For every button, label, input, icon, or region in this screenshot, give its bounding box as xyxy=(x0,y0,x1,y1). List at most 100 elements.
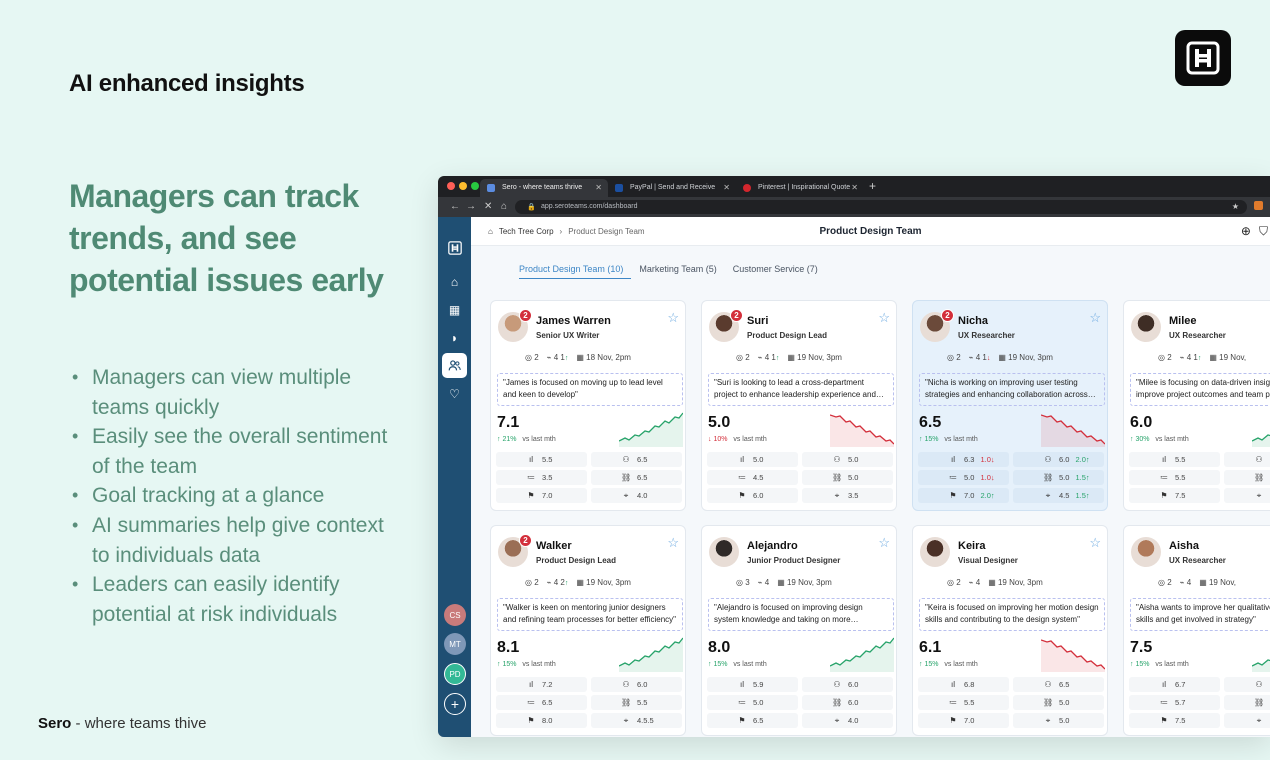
breadcrumb: ⌂ Tech Tree Corp › Product Design Team xyxy=(488,227,645,236)
checklist-icon: ≔ xyxy=(527,698,535,707)
browser-tab[interactable]: Sero - where teams thrive ✕ xyxy=(480,179,608,197)
url-field[interactable]: 🔒 app.seroteams.com/dashboard ★ xyxy=(515,200,1247,214)
metrics-grid: ıl 6.3 1.0↓ ⚇ 6.0 2.0↑ ≔ 5.0 1.0↓ ⛓ 5.0 1.5↑ ⚑ 7.0 2.0… xyxy=(918,452,1104,503)
favorite-star-icon[interactable]: ☆ xyxy=(667,535,679,550)
lock-icon: 🔒 xyxy=(527,204,536,211)
sparkline-area xyxy=(1041,415,1105,447)
team-icon[interactable] xyxy=(442,353,467,378)
person-card[interactable]: Keira Visual Designer ☆ ◎ 2 ⌁ 4 ▦ 19 Nov… xyxy=(912,525,1108,736)
team-avatar-mt[interactable]: MT xyxy=(444,633,466,655)
close-tab-icon[interactable]: ✕ xyxy=(595,183,602,192)
home-crumb-icon[interactable]: ⌂ xyxy=(488,227,493,236)
new-tab-icon[interactable]: + xyxy=(869,179,877,193)
tab-marketing-team[interactable]: Marketing Team (5) xyxy=(639,264,717,274)
card-meta: ◎ 2 ⌁ 4 1↓ ▦ 19 Nov, 3pm xyxy=(947,353,1053,362)
favorite-star-icon[interactable]: ☆ xyxy=(667,310,679,325)
metric-cell: ≔ 3.5 xyxy=(496,470,587,485)
target-icon: ◎ xyxy=(525,353,532,362)
trend-indicator: ↑ 15% vs last mth xyxy=(708,661,767,668)
home-icon[interactable]: ⌂ xyxy=(450,274,459,289)
trophy-icon: ⚑ xyxy=(527,491,535,500)
heart-icon[interactable]: ♡ xyxy=(449,386,460,401)
metrics-grid: ıl 5.0 ⚇ 5.0 ≔ 4.5 ⛓ 5.0 ⚑ 6.0 ⌖ 3.5 xyxy=(707,452,893,503)
person-card[interactable]: Milee UX Researcher ☆ ◎ 2 ⌁ 4 1↑ ▦ 19 No… xyxy=(1123,300,1270,511)
favorite-star-icon[interactable]: ☆ xyxy=(1089,535,1101,550)
ai-summary: "Aisha wants to improve her qualitative … xyxy=(1130,598,1270,631)
sparkline-chart xyxy=(1252,659,1270,672)
person-card[interactable]: 2 Suri Product Design Lead ☆ ◎ 2 ⌁ 4 1↑ … xyxy=(701,300,897,511)
metric-cell: ⚑ 7.0 2.0↑ xyxy=(918,488,1009,503)
sparkline-line xyxy=(619,412,683,442)
metric-cell: ⌖ 4.5.5 xyxy=(591,713,682,728)
calendar-small-icon: ▦ xyxy=(998,353,1006,362)
calendar-small-icon: ▦ xyxy=(576,578,584,587)
goals-meta: ◎ 2 xyxy=(525,353,539,362)
sparkline-chart xyxy=(1041,414,1105,447)
person-card[interactable]: 2 Walker Product Design Lead ☆ ◎ 2 ⌁ 4 2… xyxy=(490,525,686,736)
metric-delta: 1.5↑ xyxy=(1075,491,1090,500)
breadcrumb-item[interactable]: Tech Tree Corp xyxy=(498,227,554,236)
person-card[interactable]: 2 James Warren Senior UX Writer ☆ ◎ 2 ⌁ … xyxy=(490,300,686,511)
sentiment-score: 7.1 xyxy=(497,414,520,431)
home-browser-icon[interactable]: ⌂ xyxy=(501,201,508,212)
team-avatar-cs[interactable]: CS xyxy=(444,604,466,626)
metric-value: 5.0 xyxy=(1059,698,1070,707)
metric-value: 7.5 xyxy=(1175,716,1186,725)
metric-cell: ≔ 4.5 xyxy=(707,470,798,485)
person-card[interactable]: Aisha UX Researcher ☆ ◎ 2 ⌁ 4 ▦ 19 Nov, … xyxy=(1123,525,1270,736)
people-icon: ⚇ xyxy=(622,680,630,689)
card-meta: ◎ 2 ⌁ 4 ▦ 19 Nov, xyxy=(1158,578,1236,587)
sero-app-logo-icon[interactable] xyxy=(442,235,467,260)
people-icon: ⚇ xyxy=(622,455,630,464)
add-circle-icon[interactable]: ⊕ xyxy=(1240,224,1251,238)
team-avatar-pd[interactable]: PD xyxy=(444,663,466,685)
metric-value: 4.5 xyxy=(753,473,764,482)
tab-product-design-team[interactable]: Product Design Team (10) xyxy=(519,264,632,279)
goals-meta: ◎ 2 xyxy=(1158,578,1172,587)
tab-customer-service[interactable]: Customer Service (7) xyxy=(732,264,818,274)
date-meta: ▦ 19 Nov, 3pm xyxy=(777,578,832,587)
metric-cell: ⌖ 5.0 xyxy=(1013,713,1104,728)
browser-tab[interactable]: Pinterest | Inspirational Quote ✕ xyxy=(736,179,864,197)
feedback-icon[interactable]: ◗ xyxy=(450,330,459,345)
metric-value: 6.5 xyxy=(753,716,764,725)
ai-summary: "Walker is keen on mentoring junior desi… xyxy=(497,598,683,631)
person-card[interactable]: Alejandro Junior Product Designer ☆ ◎ 3 … xyxy=(701,525,897,736)
favorite-star-icon[interactable]: ☆ xyxy=(1089,310,1101,325)
maximize-window-button[interactable] xyxy=(471,182,479,190)
metric-delta: 1.0↓ xyxy=(980,455,995,464)
target-icon: ◎ xyxy=(947,578,954,587)
shield-icon[interactable]: ⛉ xyxy=(1258,224,1268,238)
back-icon[interactable]: ← xyxy=(450,201,460,212)
bar-chart-icon: ıl xyxy=(1162,455,1166,464)
forward-icon[interactable]: → xyxy=(466,201,476,212)
metric-cell: ⚑ 7.5 xyxy=(1129,488,1220,503)
people-icon: ⚇ xyxy=(1255,455,1263,464)
minimize-window-button[interactable] xyxy=(459,182,467,190)
pulse-meta: ⌁ 4 1↑ xyxy=(1179,353,1202,362)
browser-tab[interactable]: PayPal | Send and Receive ✕ xyxy=(608,179,736,197)
close-window-button[interactable] xyxy=(447,182,455,190)
pulse-meta: ⌁ 4 xyxy=(757,578,770,587)
add-team-button[interactable]: + xyxy=(444,693,466,715)
metric-value: 6.5 xyxy=(637,473,648,482)
metric-value: 4.5 xyxy=(1059,491,1070,500)
ai-summary: "James is focused on moving up to lead l… xyxy=(497,373,683,406)
bar-chart-icon: ıl xyxy=(740,680,744,689)
close-tab-icon[interactable]: ✕ xyxy=(723,183,730,192)
person-card[interactable]: 2 Nicha UX Researcher ☆ ◎ 2 ⌁ 4 1↓ ▦ 19 … xyxy=(912,300,1108,511)
extension-icon[interactable] xyxy=(1254,201,1263,210)
stop-loading-icon[interactable]: ✕ xyxy=(484,201,493,212)
tab-label: Pinterest | Inspirational Quote xyxy=(758,184,851,191)
card-meta: ◎ 2 ⌁ 4 1↑ ▦ 19 Nov, 3pm xyxy=(736,353,842,362)
metric-cell: ≔ 6.5 xyxy=(496,695,587,710)
favorite-star-icon[interactable]: ☆ xyxy=(878,310,890,325)
bookmark-star-icon[interactable]: ★ xyxy=(1231,202,1239,211)
favorite-star-icon[interactable]: ☆ xyxy=(878,535,890,550)
close-tab-icon[interactable]: ✕ xyxy=(851,183,858,192)
sero-logo xyxy=(1175,30,1231,86)
tag-icon: ⌖ xyxy=(1045,715,1051,725)
calendar-icon[interactable]: ▦ xyxy=(448,302,461,317)
metric-cell: ıl 5.5 xyxy=(1129,452,1220,467)
top-actions: ⊕ ⛉ xyxy=(1241,224,1268,239)
